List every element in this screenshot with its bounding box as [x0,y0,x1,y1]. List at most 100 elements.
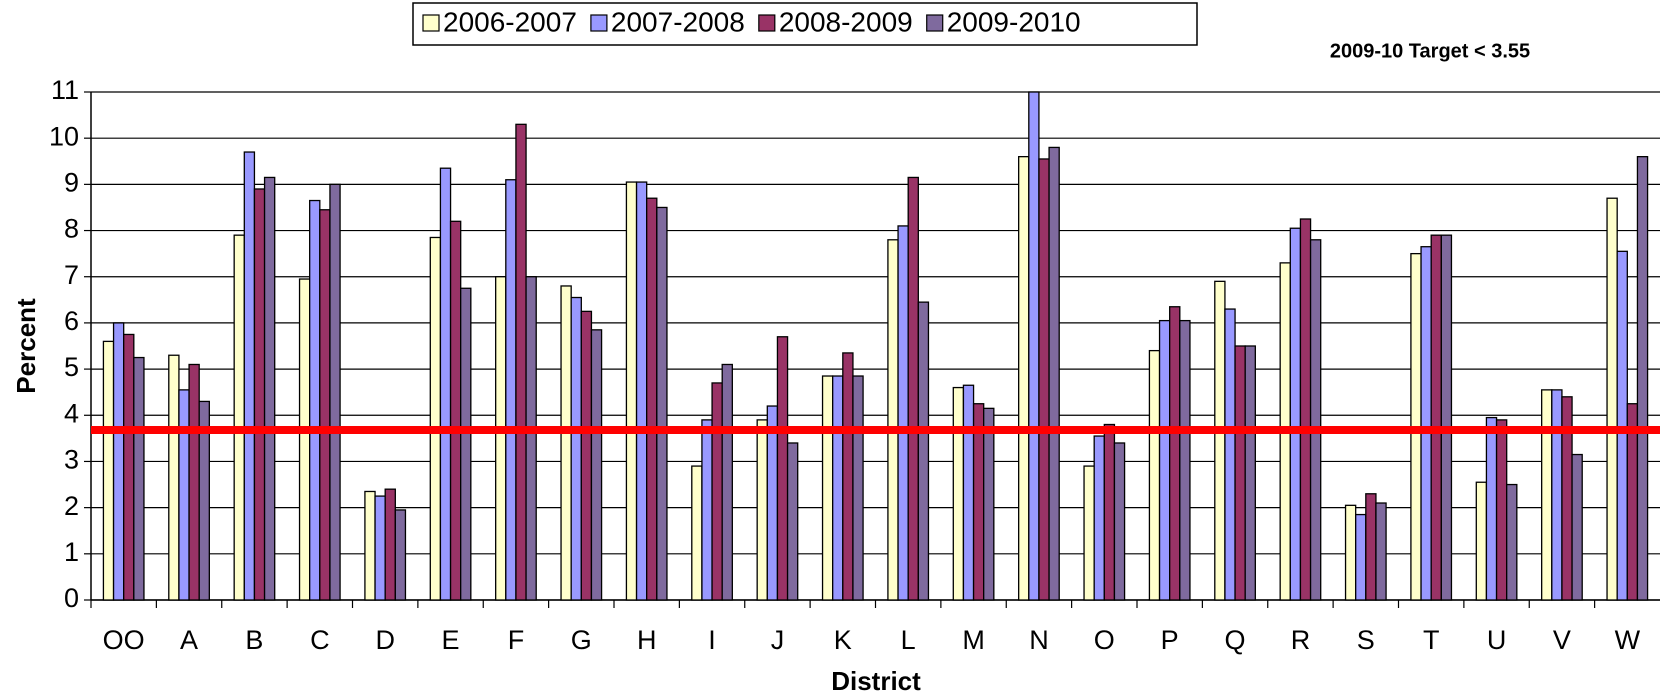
bar [102,340,115,601]
bar [449,220,462,601]
bar [460,287,472,601]
bar [952,386,965,601]
bar [711,382,723,601]
bar [319,209,331,601]
x-tick-label: H [637,625,657,655]
bar [1420,246,1432,601]
bar [590,329,603,601]
x-tick-label: OO [103,625,145,655]
bar [580,310,593,601]
bar [1551,389,1563,601]
x-tick-label: V [1553,625,1571,655]
bar [309,199,321,601]
y-tick-label: 2 [64,491,79,521]
bar [253,188,266,601]
legend-swatch [590,14,608,32]
bar [188,363,200,601]
bar [1148,349,1161,601]
bar [1636,156,1649,601]
legend-label: 2009-2010 [947,6,1081,37]
bar [1018,156,1030,601]
bar [364,490,376,601]
y-tick-label: 6 [64,306,79,336]
bar [263,176,276,601]
x-tick-label: E [442,625,460,655]
bar [1093,435,1105,601]
bar [329,183,341,601]
bar [570,296,582,601]
bar [1038,158,1050,601]
legend-swatch [422,14,440,32]
bar [1169,306,1181,601]
x-tick-label: G [571,625,592,655]
bar [515,123,527,601]
bar [656,206,668,601]
legend-box [412,2,1198,46]
bar [439,167,452,601]
bar [887,239,899,601]
y-tick-label: 10 [49,121,79,151]
x-tick-label: Q [1225,625,1246,655]
x-tick-label: F [508,625,525,655]
y-tick-label: 1 [64,537,79,567]
bar [756,419,768,601]
bar [374,495,386,601]
bar [1365,493,1377,601]
x-tick-label: B [245,625,263,655]
bar [1179,319,1191,601]
bar [384,488,396,601]
bar [1309,239,1322,601]
x-tick-label: L [901,625,916,655]
bar [112,322,125,601]
bar [962,384,975,601]
legend-swatch [758,14,776,32]
bar [635,181,648,601]
x-axis-title: District [831,666,921,696]
bar [1606,197,1618,601]
bar [1234,345,1246,601]
bar [233,234,245,601]
x-tick-label: M [962,625,985,655]
bar [198,400,210,601]
bar [1375,502,1387,601]
bar [1214,280,1226,601]
bar [505,179,517,601]
bar [821,375,834,601]
bar [1103,423,1116,601]
bar [907,176,919,601]
bar [1224,308,1236,601]
x-tick-label: O [1094,625,1115,655]
x-tick-label: W [1615,625,1641,655]
bar [429,236,442,601]
bar [983,407,995,601]
x-tick-label: P [1161,625,1179,655]
x-tick-label: R [1291,625,1311,655]
bar [1541,389,1553,601]
bar [298,278,311,601]
bar [646,197,658,601]
bar [691,465,703,601]
y-tick-label: 0 [64,583,79,613]
y-tick-label: 9 [64,167,79,197]
bar [1506,483,1518,601]
bar [1495,419,1508,601]
x-tick-label: D [375,625,395,655]
x-tick-label: C [310,625,330,655]
bar [123,333,135,601]
bar [1028,91,1040,601]
y-tick-label: 4 [64,398,79,428]
bar [1113,442,1126,601]
bar [917,301,930,601]
bar [243,151,256,601]
bar [525,276,537,601]
bar [625,181,638,601]
x-tick-label: U [1487,625,1507,655]
bar [560,285,572,601]
x-tick-label: K [834,625,852,655]
bar [1571,453,1583,601]
bar [133,356,145,601]
bar [1485,416,1498,601]
bar [766,405,779,601]
bar [495,276,507,601]
bar [178,389,190,601]
